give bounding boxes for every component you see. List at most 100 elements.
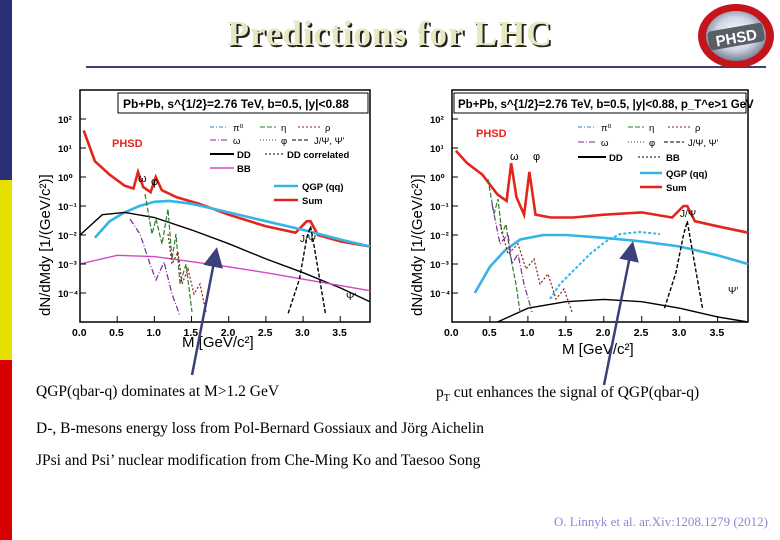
marks-left <box>79 130 371 314</box>
legend-entry: Sum <box>666 183 687 194</box>
legend-entry: η <box>281 123 286 134</box>
y-tick-label: 10⁻² <box>430 231 449 242</box>
legend-entry: ω <box>233 136 241 147</box>
peak-label-omega: ω <box>510 151 519 163</box>
y-tick-label: 10⁻¹ <box>58 202 77 213</box>
x-tick-label: 1.0 <box>146 327 161 339</box>
legend-entry: ρ <box>695 123 701 134</box>
caption-right-prefix: p <box>436 384 444 401</box>
title-box-left <box>117 92 369 114</box>
x-tick-label: 2.5 <box>258 327 273 339</box>
legend-entry: BB <box>237 164 251 175</box>
legend-entry: ω <box>601 138 609 149</box>
series-j <box>663 221 704 309</box>
x-tick-label: 1.5 <box>184 327 199 339</box>
legend-entry: QGP (qq) <box>302 182 344 193</box>
x-tick-label: 3.0 <box>295 327 310 339</box>
ticks-right: 0.0 0.5 1.0 1.5 2.0 2.5 3.0 3.5 10² 10¹ 10⁰ 10⁻¹ 10⁻… <box>430 115 724 339</box>
overlay-left <box>129 193 207 317</box>
peak-label-psiprime: Ψ' <box>346 292 356 303</box>
chart-right: Pb+Pb, s^{1/2}=2.76 TeV, b=0.5, |y|<0.88… <box>409 89 754 358</box>
legend-entry: ρ <box>325 123 331 134</box>
y-axis-label-right: dN/dMdy [1/(GeV/c²)] <box>409 174 426 316</box>
y-tick-label: 10¹ <box>430 144 444 155</box>
legend-left: π⁰ η ρ ω φ J/Ψ, Ψ' DD DD correlated BB Q… <box>210 123 349 207</box>
sidebar-segment-blue <box>0 0 12 180</box>
peak-label-jpsi: J/Ψ <box>300 234 316 245</box>
x-tick-label: 0.5 <box>109 327 124 339</box>
legend-entry: Sum <box>302 196 323 207</box>
y-tick-label: 10⁰ <box>430 173 445 184</box>
y-tick-label: 10² <box>58 115 72 126</box>
x-tick-label: 2.0 <box>596 327 611 339</box>
caption-left: QGP(qbar-q) dominates at M>1.2 GeV <box>36 383 280 400</box>
x-tick-label: 3.5 <box>710 327 725 339</box>
peak-label-phi: φ <box>533 151 540 163</box>
ticks-left: 0.0 0.5 1.0 1.5 2.0 2.5 3.0 3.5 10² 10¹ 10⁰ 10⁻¹ 10⁻… <box>58 115 347 339</box>
caption-right: pT cut enhances the signal of QGP(qbar-q… <box>436 384 699 404</box>
y-tick-label: 10⁰ <box>58 173 73 184</box>
y-tick-label: 10⁻¹ <box>430 202 449 213</box>
legend-entry: π⁰ <box>601 123 612 134</box>
chart-title-left: Pb+Pb, s^{1/2}=2.76 TeV, b=0.5, |y|<0.88 <box>123 97 349 111</box>
x-tick-label: 2.5 <box>634 327 649 339</box>
chart-title-right: Pb+Pb, s^{1/2}=2.76 TeV, b=0.5, |y|<0.88… <box>458 99 754 111</box>
slide-title: Predictions for LHC <box>227 14 553 53</box>
peak-label-omega: ω <box>138 173 147 185</box>
peak-label-phi: φ <box>151 176 158 188</box>
legend-entry: J/Ψ, Ψ' <box>688 138 719 149</box>
y-tick-label: 10⁻³ <box>430 260 449 271</box>
series-dd <box>497 298 749 323</box>
x-axis-label-right: M [GeV/c²] <box>562 341 634 358</box>
phsd-logo: PHSD <box>698 4 774 68</box>
y-tick-label: 10² <box>430 115 444 126</box>
x-tick-label: 3.0 <box>672 327 687 339</box>
caption-jpsi: JPsi and Psi’ nuclear modification from … <box>36 452 481 469</box>
sidebar-segment-red <box>0 360 12 540</box>
x-tick-label: 0.5 <box>482 327 497 339</box>
legend-entry: DD correlated <box>287 150 349 161</box>
legend-right: π⁰ η ρ ω φ J/Ψ, Ψ' DD BB QGP (qq) Sum <box>578 123 719 194</box>
series-dd <box>79 211 371 303</box>
x-tick-label: 2.0 <box>221 327 236 339</box>
caption-right-subscript: T <box>443 393 450 405</box>
legend-entry: DD <box>609 153 623 164</box>
peak-label-psiprime: Ψ' <box>728 286 738 297</box>
plot-frame-left <box>79 89 371 323</box>
x-tick-label: 1.0 <box>520 327 535 339</box>
overlay-right <box>487 178 661 313</box>
series-j <box>287 226 327 314</box>
x-tick-label: 0.0 <box>72 327 87 339</box>
title-rule <box>86 66 766 68</box>
model-label-right: PHSD <box>476 128 507 140</box>
accent-sidebar <box>0 0 12 540</box>
caption-right-rest: cut enhances the signal of QGP(qbar-q) <box>449 384 700 401</box>
title-box-right <box>453 92 747 114</box>
legend-entry: φ <box>281 136 287 147</box>
sidebar-segment-yellow <box>0 180 12 360</box>
chart-left: Pb+Pb, s^{1/2}=2.76 TeV, b=0.5, |y|<0.88… <box>37 89 371 351</box>
x-tick-label: 3.5 <box>332 327 347 339</box>
y-tick-label: 10⁻² <box>58 231 77 242</box>
series-sum <box>454 149 749 234</box>
y-tick-label: 10⁻⁴ <box>58 289 79 300</box>
y-tick-label: 10¹ <box>58 144 72 155</box>
y-axis-label-left: dN/dMdy [1/(GeV/c²)] <box>37 174 54 316</box>
caption-dmesons: D-, B-mesons energy loss from Pol-Bernar… <box>36 420 485 437</box>
y-tick-label: 10⁻⁴ <box>430 289 451 300</box>
legend-entry: η <box>649 123 654 134</box>
legend-entry: DD <box>237 150 251 161</box>
arrow-right <box>602 241 639 386</box>
arrow-left <box>190 247 223 376</box>
series-qgp-qq <box>473 233 749 294</box>
model-label-left: PHSD <box>112 138 143 150</box>
legend-entry: QGP (qq) <box>666 169 708 180</box>
legend-entry: BB <box>666 153 680 164</box>
x-tick-label: 1.5 <box>558 327 573 339</box>
x-tick-label: 0.0 <box>444 327 459 339</box>
marks-right <box>454 149 749 323</box>
y-tick-label: 10⁻³ <box>58 260 77 271</box>
legend-entry: J/Ψ, Ψ' <box>314 136 345 147</box>
legend-entry: φ <box>649 138 655 149</box>
